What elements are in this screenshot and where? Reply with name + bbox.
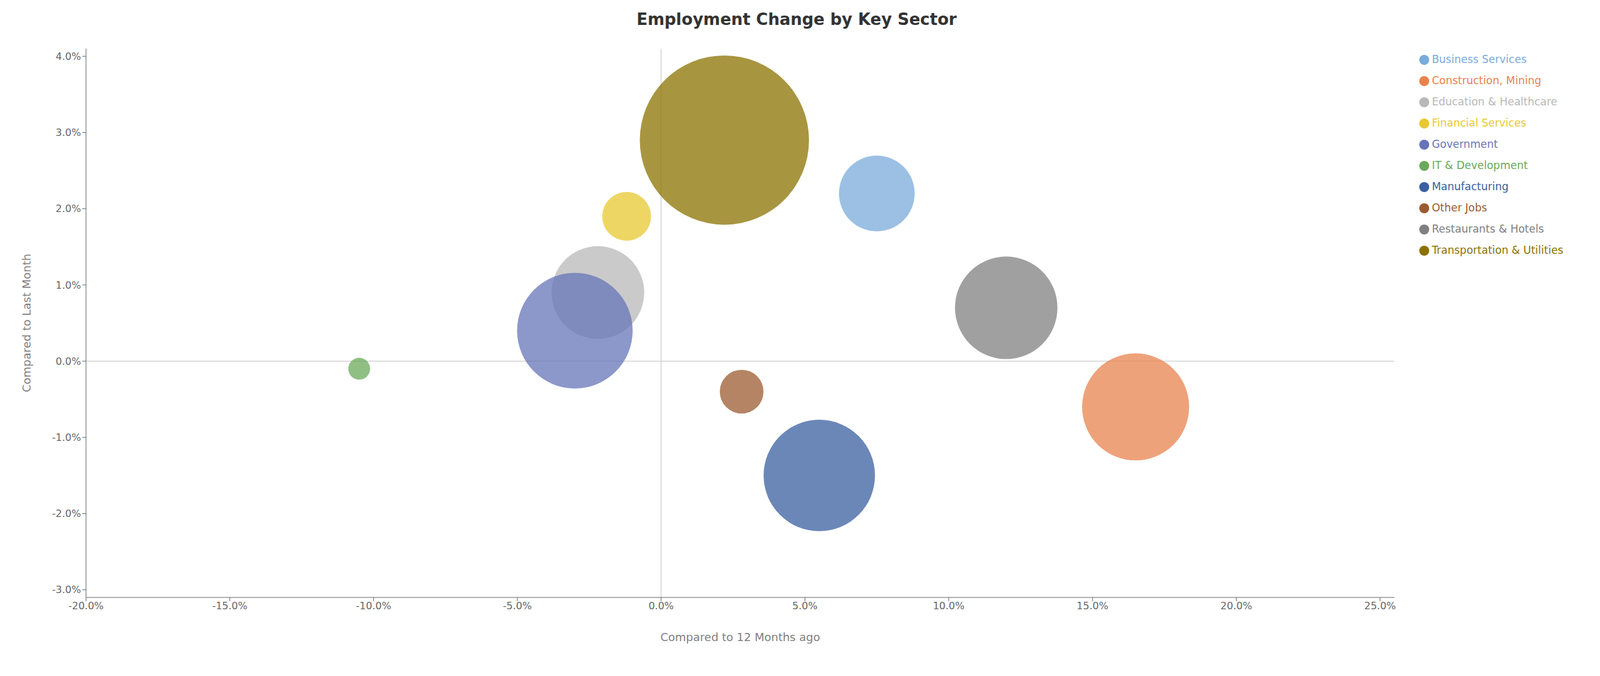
svg-text:-20.0%: -20.0%	[68, 599, 105, 612]
svg-text:3.0%: 3.0%	[55, 126, 82, 139]
svg-text:0.0%: 0.0%	[648, 599, 674, 612]
html-text:Manufacturing: Manufacturing	[1431, 180, 1509, 193]
svg-text:-10.0%: -10.0%	[355, 599, 392, 612]
html-text:IT & Development: IT & Development	[1431, 158, 1528, 172]
svg-text:-5.0%: -5.0%	[502, 599, 532, 612]
svg-text:15.0%: 15.0%	[1076, 599, 1109, 612]
svg-text:2.0%: 2.0%	[55, 202, 82, 215]
svg-text:10.0%: 10.0%	[933, 599, 965, 612]
svg-text:-2.0%: -2.0%	[52, 507, 82, 520]
svg-text:-1.0%: -1.0%	[52, 431, 82, 444]
html-text:Transportation & Utilities: Transportation & Utilities	[1431, 243, 1564, 257]
html-text:Other Jobs: Other Jobs	[1431, 201, 1488, 214]
html-text:Education & Healthcare: Education & Healthcare	[1431, 95, 1558, 108]
svg-text:1.0%: 1.0%	[55, 279, 82, 292]
svg-text:25.0%: 25.0%	[1364, 599, 1397, 612]
svg-text:0.0%: 0.0%	[55, 355, 82, 368]
svg-text:Compared to Last Month: Compared to Last Month	[19, 253, 34, 393]
svg-text:4.0%: 4.0%	[55, 50, 82, 63]
svg-text:-3.0%: -3.0%	[52, 583, 82, 596]
svg-text:Compared to 12 Months ago: Compared to 12 Months ago	[660, 630, 820, 644]
svg-text:-15.0%: -15.0%	[211, 599, 248, 612]
html-text:Government: Government	[1431, 137, 1498, 151]
html-text:Restaurants & Hotels: Restaurants & Hotels	[1431, 222, 1544, 235]
html-text:Financial Services: Financial Services	[1431, 116, 1527, 130]
html-text:Construction, Mining: Construction, Mining	[1431, 74, 1542, 87]
svg-text:5.0%: 5.0%	[792, 599, 818, 612]
html-text:Business Services: Business Services	[1431, 52, 1527, 66]
svg-text:20.0%: 20.0%	[1220, 599, 1253, 612]
html-text:Employment Change by Key Secto: Employment Change by Key Sector	[636, 9, 957, 29]
